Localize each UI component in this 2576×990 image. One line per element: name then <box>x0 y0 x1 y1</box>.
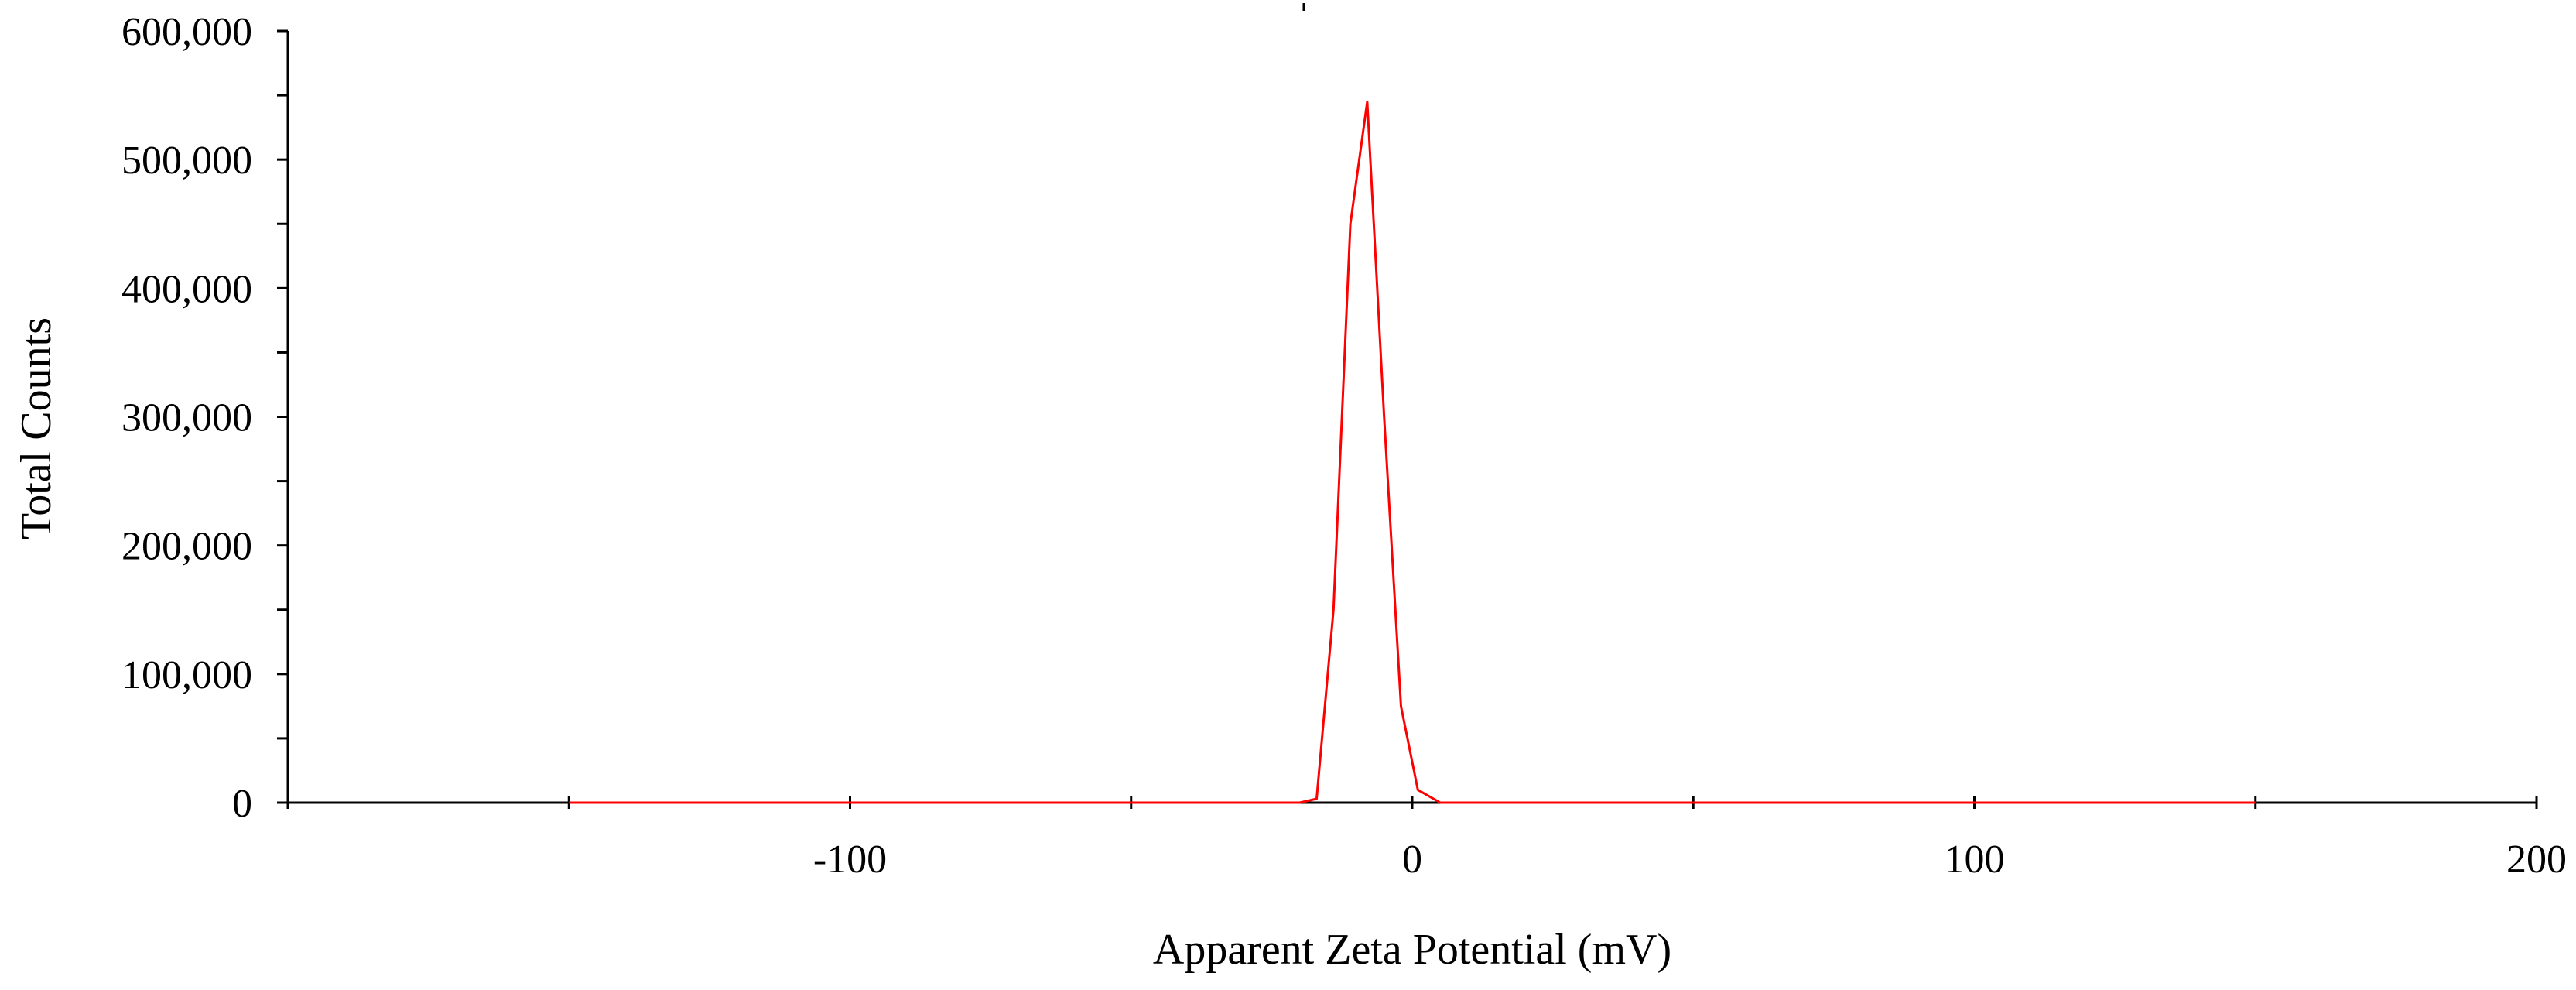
x-tick-label: -100 <box>813 838 887 882</box>
series-line <box>569 100 2256 804</box>
y-tick-label: 100,000 <box>121 653 252 697</box>
y-tick-label: 400,000 <box>121 267 252 311</box>
x-axis-title: Apparent Zeta Potential (mV) <box>1153 926 1671 974</box>
y-axis-title: Total Counts <box>12 317 60 540</box>
axes <box>286 3 2537 804</box>
y-tick-label: 300,000 <box>121 396 252 440</box>
ticks: 0 100,000 200,000 300,000 400,000 500,000 600,… <box>121 10 2567 882</box>
y-tick-label: 600,000 <box>121 10 252 54</box>
series-group <box>569 100 2256 804</box>
y-tick-label: 200,000 <box>121 525 252 569</box>
x-tick-label: 200 <box>2506 838 2567 882</box>
x-tick-label: 0 <box>1402 838 1422 882</box>
x-tick-label: 100 <box>1945 838 2005 882</box>
y-tick-label: 0 <box>232 782 252 826</box>
y-tick-label: 500,000 <box>121 139 252 183</box>
